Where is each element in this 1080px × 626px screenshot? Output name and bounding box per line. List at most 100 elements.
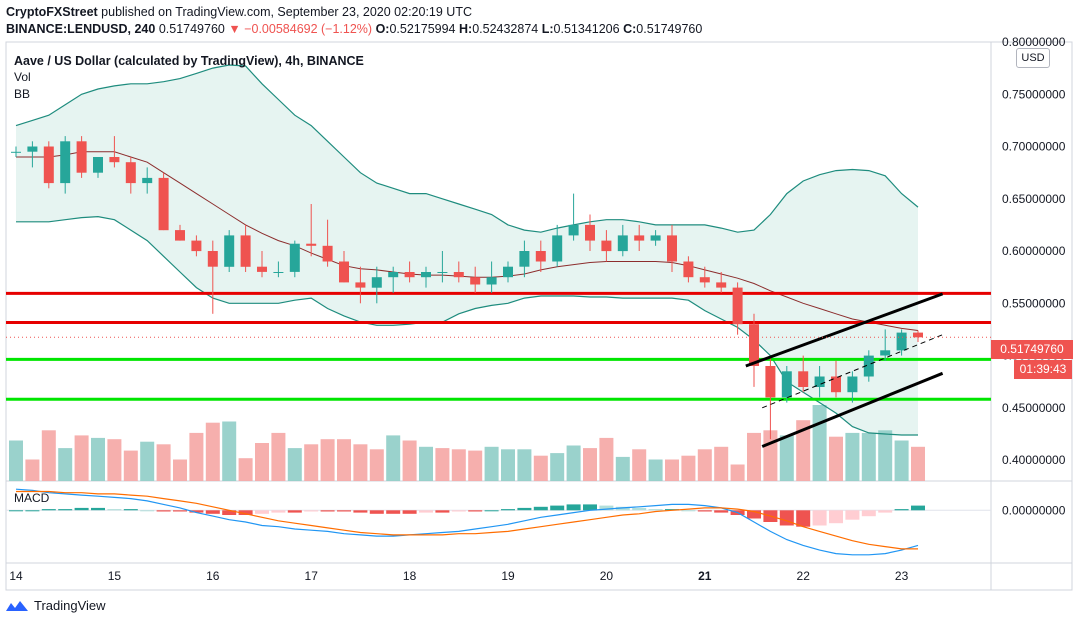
candle-body [519, 251, 530, 267]
candle-body [552, 235, 563, 262]
volume-bar [337, 439, 351, 481]
candle [175, 224, 185, 241]
legend-macd[interactable]: MACD [14, 491, 50, 505]
change-value: ▼ −0.00584692 (−1.12%) [228, 22, 373, 36]
volume-bar [41, 430, 56, 481]
macd-histogram-bar [107, 509, 122, 511]
volume-bar [107, 439, 122, 481]
candle [781, 366, 792, 403]
volume-bar [58, 448, 73, 481]
low-label: L: [541, 22, 554, 36]
footer-brand[interactable]: TradingView [6, 598, 106, 613]
macd-line [15, 488, 919, 556]
candle-body [634, 235, 645, 241]
candle [913, 330, 923, 342]
candle-body [289, 243, 300, 272]
volume-bar [9, 440, 23, 481]
macd-histogram-bar [369, 510, 384, 514]
bb-lower-line [16, 215, 918, 436]
candle-body [453, 272, 464, 278]
time-tick-label: 20 [600, 569, 614, 583]
macd-histogram-bar [74, 507, 89, 511]
macd-histogram-bar [9, 510, 23, 512]
candle-body [76, 141, 87, 173]
volume-bar [419, 446, 433, 481]
bb-upper-line [15, 64, 919, 233]
candle-body [93, 157, 103, 173]
macd-histogram-bar [517, 507, 532, 511]
time-tick-label: 23 [895, 569, 909, 583]
volume-bar [665, 459, 679, 481]
macd-histogram-bar [911, 505, 925, 511]
volume-bar [287, 448, 302, 481]
macd-histogram-bar [156, 510, 171, 512]
macd-histogram-bar [287, 510, 302, 513]
volume-bar [747, 432, 761, 481]
volume-bar [451, 449, 466, 481]
candle [863, 350, 874, 382]
macd-histogram-bar [123, 509, 138, 511]
candle-body [158, 177, 169, 231]
candle-body [175, 230, 185, 241]
candle [355, 266, 366, 304]
candle [896, 329, 907, 356]
macd-histogram-bar [648, 509, 663, 511]
horizontal-levels [6, 291, 991, 401]
macd-histogram-bar [878, 510, 893, 513]
open-label: O: [375, 22, 390, 36]
legend-bollinger[interactable]: BB [14, 87, 31, 101]
volume-bar [369, 449, 384, 481]
candle-body [470, 277, 481, 285]
candle [617, 224, 628, 257]
time-tick-label: 15 [108, 569, 122, 583]
publisher-name[interactable]: CryptoFXStreet [6, 5, 98, 19]
candle-body [388, 272, 399, 278]
macd-histogram-bar [599, 505, 614, 511]
candle [798, 355, 809, 393]
volume-bar [435, 448, 450, 481]
macd-histogram-bar [25, 510, 40, 512]
high-label: H: [459, 22, 473, 36]
volume-bar [796, 420, 811, 481]
candle [11, 146, 21, 157]
open-value: 0.52175994 [389, 22, 456, 36]
candlesticks [11, 136, 923, 440]
volume-bar [615, 456, 630, 481]
last-price-tag: 0.51749760 [991, 340, 1073, 359]
volume-bar [123, 450, 138, 481]
macd-histogram-bar [238, 510, 253, 515]
candle [404, 261, 415, 283]
currency-button[interactable]: USD [1016, 48, 1050, 68]
candle [339, 251, 349, 283]
candle [43, 141, 54, 189]
macd-histogram-bar [173, 510, 187, 512]
volume-bar [566, 445, 581, 481]
volume-bar [911, 446, 925, 481]
chart-title: Aave / US Dollar (calculated by TradingV… [14, 54, 364, 68]
volume-bar [304, 444, 319, 481]
candle [371, 266, 382, 304]
volume-bar [74, 435, 89, 481]
candle [257, 251, 267, 278]
price-tick-label: 0.65000000 [1002, 192, 1066, 206]
legend-volume[interactable]: Vol [14, 70, 31, 84]
volume-bar [484, 446, 499, 481]
candle-body [535, 251, 546, 262]
volume-bar [697, 449, 712, 481]
macd-histogram-bar [533, 506, 548, 511]
volume-bar [353, 444, 368, 481]
footer-brand-label: TradingView [34, 598, 106, 613]
time-tick-label: 16 [206, 569, 220, 583]
macd-histogram-bar [812, 510, 827, 526]
candle-body [716, 282, 727, 288]
macd-histogram-bar [435, 510, 450, 513]
candle [437, 251, 448, 283]
volume-bar [861, 432, 876, 481]
candle [453, 261, 464, 283]
tradingview-logo-icon [6, 600, 28, 611]
candle [847, 371, 858, 403]
price-tick-label: 0.80000000 [1002, 35, 1066, 49]
macd-histogram-bar [255, 510, 269, 514]
candle [240, 224, 251, 272]
